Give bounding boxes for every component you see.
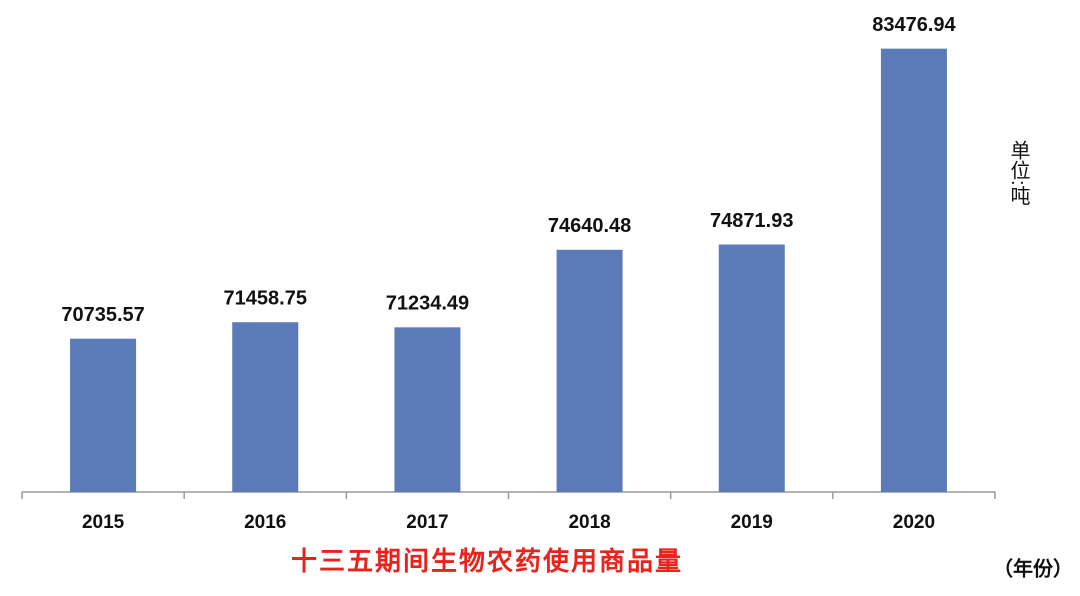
bar (70, 338, 137, 492)
bar (394, 327, 461, 492)
x-axis-label: （年份） (993, 556, 1073, 580)
x-tick-label: 2016 (244, 512, 286, 533)
x-tick-label: 2020 (893, 512, 935, 533)
value-label: 70735.57 (61, 304, 144, 326)
chart-title: 十三五期间生物农药使用商品量 (291, 546, 683, 577)
x-tick-label: 2018 (568, 512, 610, 533)
bar (718, 244, 785, 492)
y-axis-label: 单位:吨 (1007, 140, 1030, 206)
value-label: 71458.75 (224, 288, 307, 310)
x-tick-label: 2015 (82, 512, 125, 533)
value-label: 74640.48 (548, 215, 631, 237)
bar (232, 322, 299, 492)
bar (556, 249, 623, 492)
value-label: 83476.94 (872, 14, 956, 36)
bar (880, 48, 947, 492)
x-tick-label: 2019 (731, 512, 773, 533)
value-label: 74871.93 (710, 210, 793, 232)
value-label: 71234.49 (386, 293, 469, 315)
x-tick-label: 2017 (406, 512, 448, 533)
